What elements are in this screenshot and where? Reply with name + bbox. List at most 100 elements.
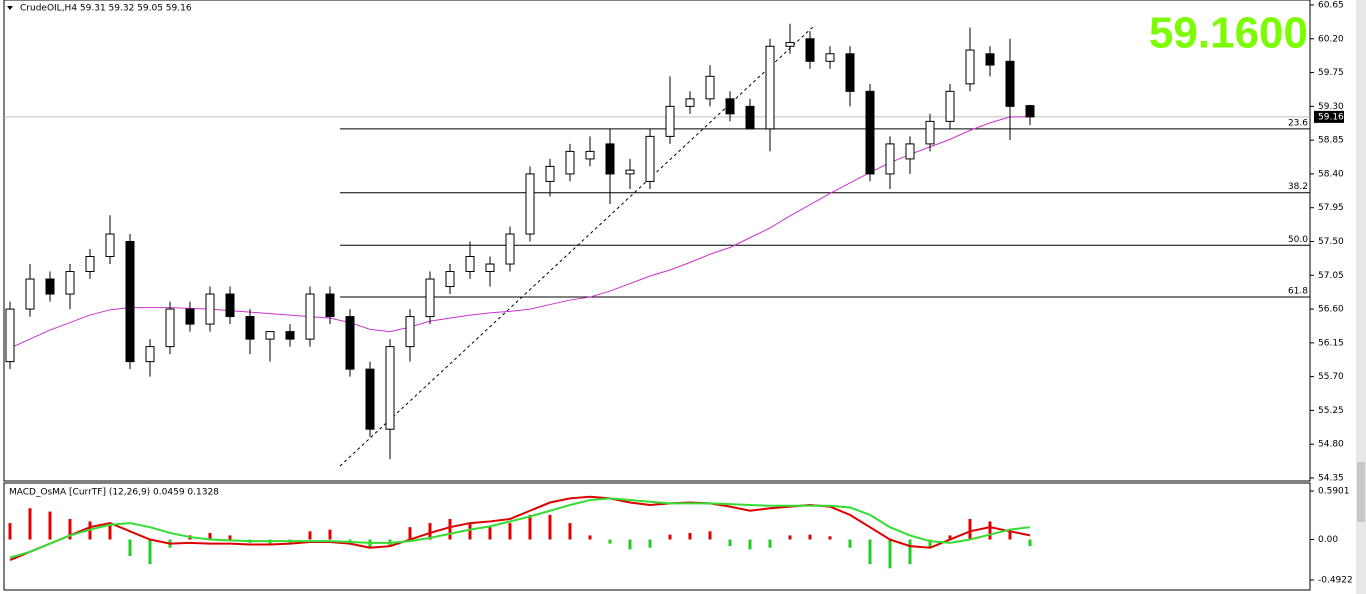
fib-label: 23.6 [1288,118,1308,128]
histogram-bar [928,539,932,548]
macd-line [9,497,1031,559]
histogram-bar [108,523,112,540]
candle-body [705,75,715,100]
candle-body [325,293,335,318]
y-tick-label: 55.70 [1318,372,1344,382]
histogram-bar [1008,531,1012,540]
candle-body [825,53,835,62]
candle-body [225,293,235,318]
candle-body [205,293,215,325]
candle-body [605,143,615,175]
y-tick-label: 58.85 [1318,136,1344,146]
candle-body [65,271,75,295]
candle-body [185,308,195,325]
histogram-bar [8,523,12,540]
candle-body [525,173,535,235]
y-tick-label: 59.30 [1318,102,1344,112]
candle-body [905,143,915,160]
candle-body [785,42,795,47]
histogram-bar [948,535,952,540]
histogram-bar [748,539,752,550]
menu-arrow[interactable] [7,6,13,10]
histogram-bar [768,539,772,548]
histogram-bar [828,536,832,540]
fib-label: 50.0 [1288,235,1308,245]
histogram-bar [608,539,612,544]
histogram-bar [68,518,72,540]
histogram-bar [548,514,552,540]
histogram-bar [808,534,812,540]
candle-body [345,316,355,370]
histogram-bar [988,521,992,540]
fib-label: 61.8 [1288,287,1308,297]
y-tick-label: -0.4922 [1318,576,1353,586]
histogram-bar [148,539,152,565]
scrollbar[interactable] [1356,0,1366,594]
candle-body [805,38,815,62]
candle-body [125,241,135,363]
candle-body [545,165,555,182]
candle-body [725,98,735,115]
histogram-bar [588,535,592,540]
candle-body [985,53,995,66]
macd-panel [3,482,1311,591]
histogram-bar [508,523,512,540]
fib-label: 38.2 [1288,182,1308,192]
candle-body [105,233,115,258]
histogram-bar [668,534,672,540]
candle-body [365,368,375,430]
macd-line [9,495,1031,562]
candle-body [45,278,55,295]
candle-body [685,98,695,107]
y-tick-label: 58.40 [1318,169,1344,179]
y-tick-label: 59.75 [1318,68,1344,78]
candle-body [385,346,395,430]
histogram-bar [628,539,632,550]
histogram-bar [208,532,212,540]
y-tick-label: 56.15 [1318,338,1344,348]
candle-body [245,316,255,340]
histogram-bar [888,539,892,569]
histogram-bar [968,518,972,540]
y-tick-label: 54.35 [1318,474,1344,484]
y-tick-label: 0.5901 [1318,487,1350,497]
histogram-bar [128,539,132,556]
histogram-bar [1028,539,1032,547]
candle-body [665,105,675,137]
histogram-bar [448,518,452,540]
candle-body [585,150,595,160]
y-tick-label: 60.20 [1318,34,1344,44]
candle-body [765,45,775,130]
histogram-bar [488,527,492,540]
candle-body [865,90,875,175]
candle-body [745,105,755,130]
y-tick-label: 57.05 [1318,271,1344,281]
candle-body [445,271,455,288]
scroll-thumb[interactable] [1357,462,1365,522]
candle-body [505,233,515,265]
y-tick-label: 55.25 [1318,406,1344,416]
histogram-bar [48,511,52,540]
histogram-bar [528,514,532,540]
histogram-bar [728,539,732,547]
symbol-header: CrudeOIL,H4 59.31 59.32 59.05 59.16 [20,4,192,14]
candle-body [25,278,35,310]
candle-body [645,135,655,182]
candle-body [145,346,155,363]
candle-body [465,256,475,273]
moving-average [9,116,1030,349]
histogram-bar [688,532,692,540]
histogram-bar [28,508,32,540]
candle-body [85,256,95,273]
main-panel [3,0,1311,482]
histogram-bar [568,523,572,540]
histogram-bar [708,531,712,540]
candle-body [485,263,495,273]
candle-body [1025,105,1035,118]
candle-body [625,169,635,175]
histogram-bar [228,535,232,540]
histogram-bar [308,531,312,540]
candle-body [945,90,955,122]
histogram-bar [868,539,872,565]
